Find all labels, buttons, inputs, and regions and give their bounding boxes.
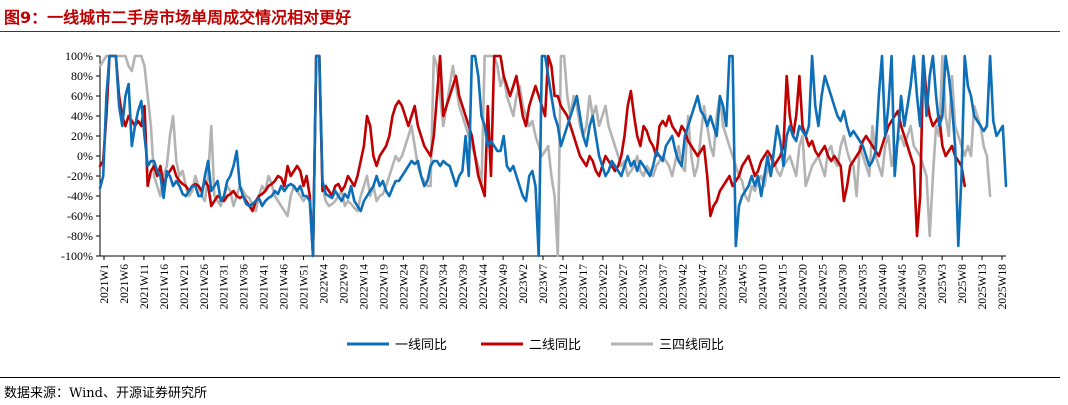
x-tick-label: 2022W9 (338, 264, 350, 304)
y-tick-label: -100% (61, 249, 93, 263)
x-tick-label: 2023W2 (518, 264, 530, 304)
x-tick-label: 2022W24 (398, 264, 410, 310)
x-tick-label: 2023W12 (558, 264, 570, 310)
x-tick-label: 2021W26 (199, 264, 211, 310)
x-tick-label: 2022W19 (378, 264, 390, 310)
x-tick-label: 2022W49 (498, 264, 510, 310)
x-tick-label: 2021W46 (279, 264, 291, 310)
y-tick-label: 60% (71, 89, 93, 103)
x-tick-label: 2021W21 (179, 264, 191, 310)
x-tick-label: 2024W50 (917, 264, 929, 310)
x-tick-label: 2021W6 (119, 264, 131, 304)
y-tick-label: -60% (67, 209, 93, 223)
x-tick-label: 2024W15 (777, 264, 789, 310)
x-tick-label: 2021W31 (219, 264, 231, 310)
x-tick-label: 2024W5 (738, 264, 750, 304)
x-tick-label: 2023W52 (718, 264, 730, 310)
x-tick-label: 2021W41 (259, 264, 271, 310)
x-tick-label: 2024W25 (817, 264, 829, 310)
x-tick-label: 2024W30 (837, 264, 849, 310)
x-tick-label: 2024W40 (877, 264, 889, 310)
legend-label: 二线同比 (529, 338, 581, 353)
x-tick-label: 2023W32 (638, 264, 650, 310)
footer-rule (0, 377, 1060, 378)
x-tick-label: 2021W1 (99, 264, 111, 304)
x-tick-label: 2023W22 (598, 264, 610, 310)
data-source: 数据来源：Wind、开源证券研究所 (4, 386, 207, 401)
x-tick-label: 2022W4 (319, 264, 331, 304)
line-chart: 100%80%60%40%20%0%-20%-40%-60%-80%-100% … (61, 49, 1009, 353)
x-tick-label: 2025W13 (977, 264, 989, 310)
x-tick-label: 2024W35 (857, 264, 869, 310)
x-tick-label: 2022W39 (458, 264, 470, 310)
y-tick-label: 20% (71, 129, 93, 143)
x-tick-label: 2025W8 (957, 264, 969, 304)
plot-lines (98, 54, 1008, 258)
x-tick-label: 2023W27 (618, 264, 630, 310)
x-tick-label: 2025W18 (997, 264, 1009, 310)
x-tick-label: 2024W45 (897, 264, 909, 310)
x-tick-label: 2025W3 (937, 264, 949, 304)
x-tick-label: 2021W11 (139, 264, 151, 309)
x-tick-label: 2024W20 (797, 264, 809, 310)
x-tick-label: 2023W17 (578, 264, 590, 310)
x-tick-label: 2021W51 (299, 264, 311, 310)
y-tick-label: 80% (71, 69, 93, 83)
y-tick-label: -20% (67, 169, 93, 183)
series-line-1 (98, 54, 967, 258)
x-tick-label: 2023W42 (678, 264, 690, 310)
series-line-0 (98, 54, 1008, 258)
y-tick-label: -80% (67, 229, 93, 243)
y-axis: 100% 80% 60% 40% 20% 0% -20% -40% -60% -80% -100% (61, 49, 101, 263)
series-line-2 (98, 54, 992, 258)
x-tick-label: 2022W34 (438, 264, 450, 310)
legend-label: 三四线同比 (659, 338, 724, 353)
title-underline (0, 31, 1060, 32)
figure-title: 图9：一线城市二手房市场单周成交情况相对更好 (4, 8, 352, 27)
x-tick-label: 2023W37 (658, 264, 670, 310)
x-tick-label: 2021W36 (239, 264, 251, 310)
x-tick-label: 2024W10 (758, 264, 770, 310)
x-tick-label: 2022W44 (478, 264, 490, 310)
legend-label: 一线同比 (395, 338, 447, 353)
y-tick-label: 0% (77, 149, 93, 163)
legend: 一线同比 二线同比 三四线同比 (347, 338, 724, 353)
x-tick-label: 2023W7 (538, 264, 550, 304)
x-tick-label: 2023W47 (698, 264, 710, 310)
x-tick-label: 2022W29 (418, 264, 430, 310)
y-tick-label: -40% (67, 189, 93, 203)
x-tick-label: 2022W14 (358, 264, 370, 310)
x-axis: 2021W1 2021W6 2021W11 2021W16 2021W21 2021W26… (99, 255, 1009, 310)
y-tick-label: 40% (71, 109, 93, 123)
y-tick-label: 100% (65, 49, 93, 63)
x-tick-label: 2021W16 (159, 264, 171, 310)
